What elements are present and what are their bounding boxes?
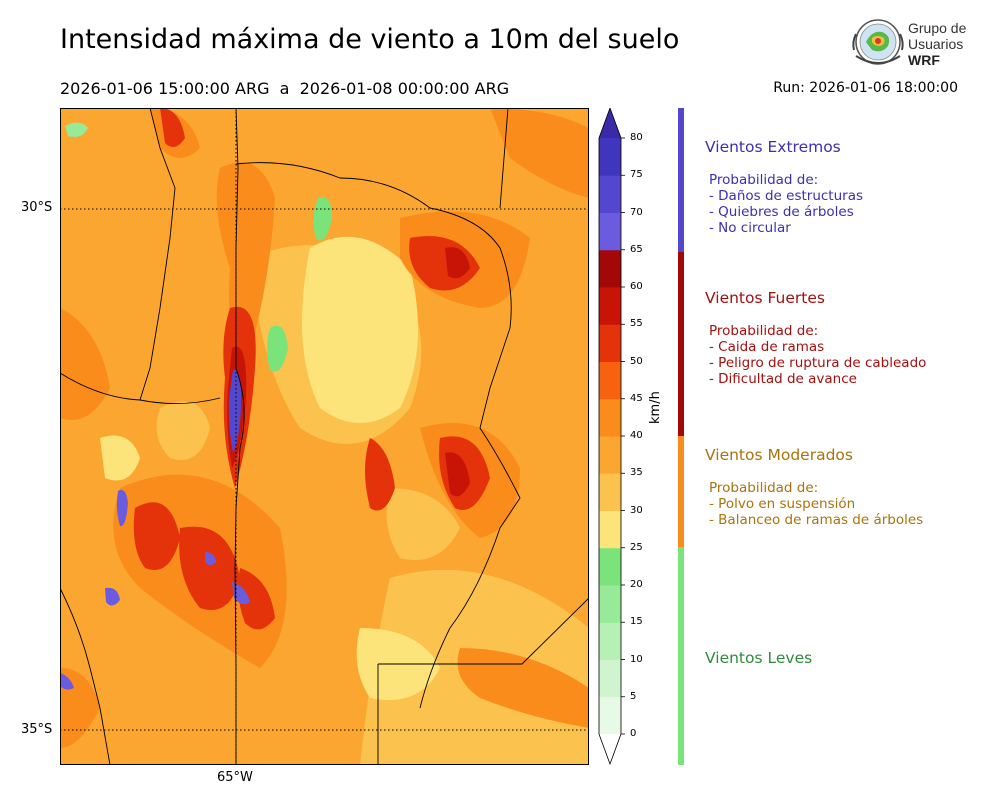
colorbar-segment xyxy=(599,473,621,511)
desc-line: - Caida de ramas xyxy=(709,339,825,355)
light-wind-bar xyxy=(678,547,684,765)
colorbar-segment xyxy=(599,212,621,251)
desc-line: Probabilidad de: xyxy=(709,323,819,339)
colorbar-segment xyxy=(599,585,621,623)
colorbar xyxy=(598,108,625,766)
colorbar-tick-label: 75 xyxy=(630,169,643,181)
colorbar-segment xyxy=(599,249,621,288)
colorbar-tick-label: 35 xyxy=(630,467,643,479)
colorbar-segment xyxy=(599,696,621,735)
category-title-light: Vientos Leves xyxy=(705,649,813,667)
colorbar-tick-label: 25 xyxy=(630,541,643,553)
colorbar-unit-label: km/h xyxy=(648,391,663,424)
colorbar-segment xyxy=(599,398,621,437)
run-timestamp: Run: 2026-01-06 18:00:00 xyxy=(773,80,958,96)
category-desc-extreme: Probabilidad de: - Daños de estructuras … xyxy=(709,172,863,236)
logo-line-1: Grupo de xyxy=(908,20,967,36)
colorbar-tick-label: 45 xyxy=(630,392,643,404)
colorbar-extend-bottom xyxy=(599,734,621,764)
colorbar-extend-top xyxy=(599,108,621,138)
colorbar-tick-label: 70 xyxy=(630,206,643,218)
colorbar-tick-label: 30 xyxy=(630,504,643,516)
lat-label-30s: 30°S xyxy=(21,200,53,215)
chart-title: Intensidad máxima de viento a 10m del su… xyxy=(60,24,680,55)
category-desc-moderate: Probabilidad de: - Polvo en suspensión -… xyxy=(709,480,923,528)
category-title-strong: Vientos Fuertes xyxy=(705,289,825,307)
category-title-moderate: Vientos Moderados xyxy=(705,446,853,464)
colorbar-tick-label: 60 xyxy=(630,281,643,292)
colorbar-tick-label: 50 xyxy=(630,355,643,367)
strong-wind-bar xyxy=(678,252,684,436)
category-title-extreme: Vientos Extremos xyxy=(705,138,841,156)
logo-line-3: WRF xyxy=(908,52,940,68)
colorbar-segment xyxy=(599,622,621,660)
colorbar-tick-label: 5 xyxy=(630,690,637,702)
map-frame xyxy=(60,108,589,765)
desc-line: - No circular xyxy=(709,220,791,236)
colorbar-tick-label: 20 xyxy=(630,579,643,590)
graticule xyxy=(60,108,589,765)
colorbar-segment xyxy=(599,659,621,698)
desc-line: - Balanceo de ramas de árboles xyxy=(709,512,924,528)
wind-speed-map xyxy=(60,108,589,765)
colorbar-tick-label: 10 xyxy=(630,653,643,665)
desc-line: - Quiebres de árboles xyxy=(709,204,854,220)
logo-line-2: Usuarios xyxy=(908,36,963,52)
colorbar-tick-label: 0 xyxy=(630,728,637,739)
colorbar-segment xyxy=(599,547,621,586)
colorbar-tick-label: 55 xyxy=(630,318,643,330)
colorbar-tick-label: 40 xyxy=(630,430,643,441)
colorbar-segment xyxy=(599,324,621,362)
desc-line: - Polvo en suspensión xyxy=(709,496,856,512)
desc-line: - Dificultad de avance xyxy=(709,371,857,387)
colorbar-tick-label: 80 xyxy=(630,132,643,143)
colorbar-segment xyxy=(599,287,621,325)
colorbar-tick-label: 15 xyxy=(630,616,643,628)
lat-label-35s: 35°S xyxy=(21,722,53,737)
moderate-wind-bar xyxy=(678,436,684,547)
desc-line: - Peligro de ruptura de cableado xyxy=(709,355,927,371)
desc-line: - Daños de estructuras xyxy=(709,188,864,204)
desc-line: Probabilidad de: xyxy=(709,172,819,188)
category-desc-strong: Probabilidad de: - Caida de ramas - Peli… xyxy=(709,323,926,387)
extreme-wind-bar xyxy=(678,108,684,252)
colorbar-segment xyxy=(599,175,621,213)
colorbar-segment xyxy=(599,361,621,400)
colorbar-segment xyxy=(599,436,621,474)
colorbar-segment xyxy=(599,138,621,176)
forecast-period: 2026-01-06 15:00:00 ARG a 2026-01-08 00:… xyxy=(60,79,510,98)
colorbar-tick-label: 65 xyxy=(630,243,643,255)
desc-line: Probabilidad de: xyxy=(709,480,819,496)
wrf-users-group-logo: Grupo de Usuarios WRF xyxy=(852,19,967,68)
wind-contour-fills xyxy=(60,108,589,765)
lon-label-65w: 65°W xyxy=(217,770,253,785)
colorbar-segment xyxy=(599,510,621,549)
